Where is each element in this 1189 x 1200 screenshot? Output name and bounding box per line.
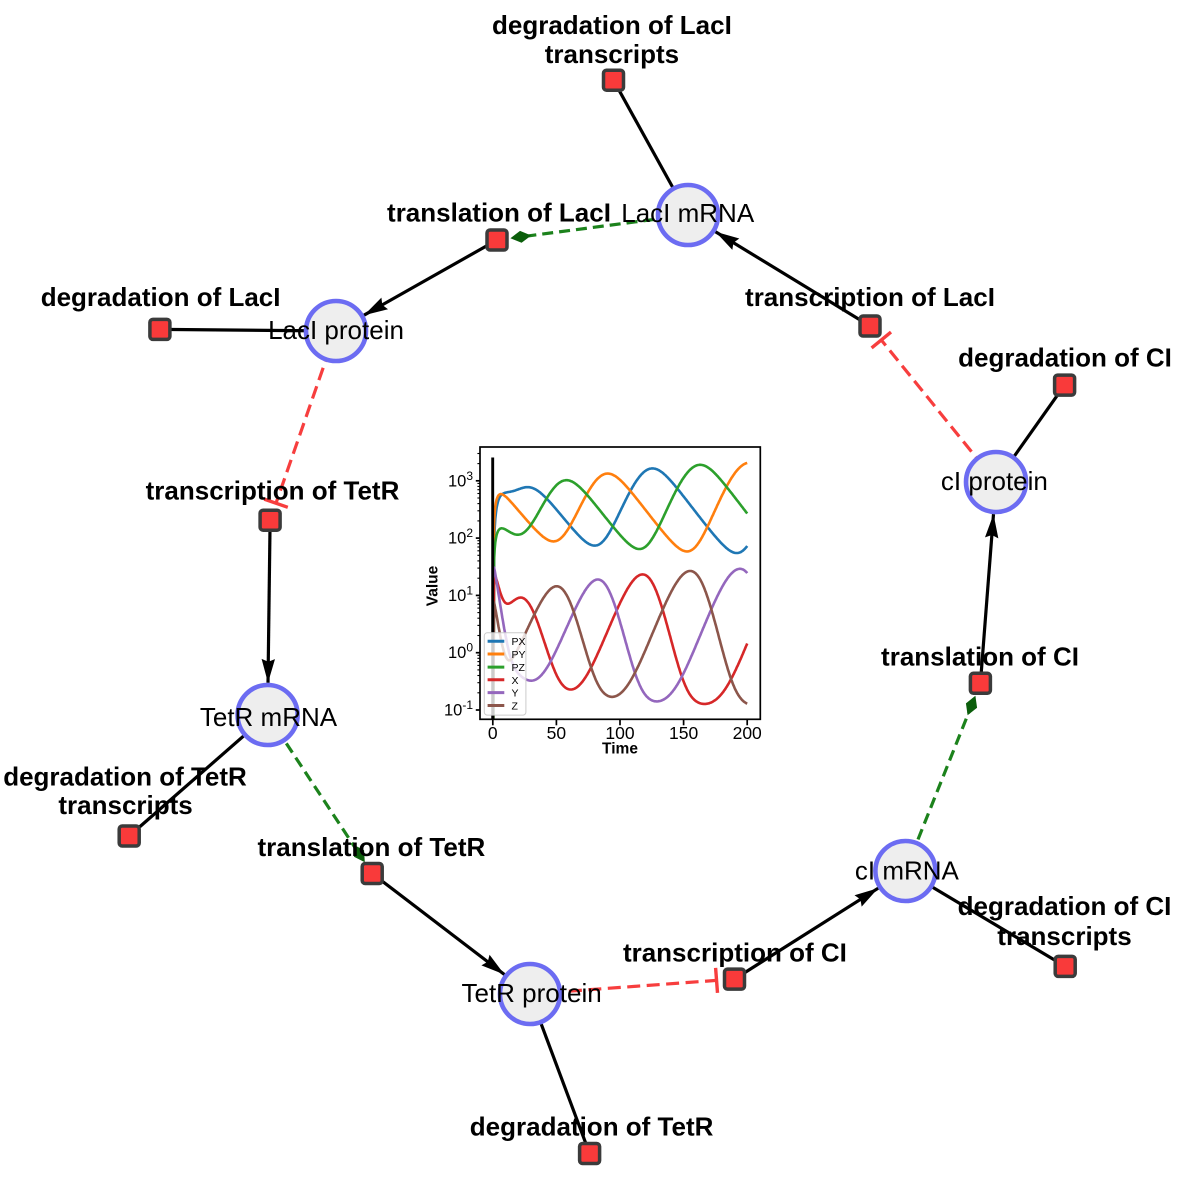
svg-text:translation of LacI: translation of LacI [387, 197, 611, 227]
svg-text:PY: PY [512, 649, 526, 661]
svg-text:TetR mRNA: TetR mRNA [200, 702, 338, 732]
svg-text:Z: Z [512, 701, 519, 713]
svg-text:150: 150 [669, 723, 698, 743]
svg-text:0: 0 [488, 723, 498, 743]
svg-text:degradation of TetR: degradation of TetR [470, 1111, 714, 1141]
svg-text:Value: Value [425, 565, 442, 606]
svg-text:transcription of LacI: transcription of LacI [745, 282, 995, 312]
svg-text:transcripts: transcripts [545, 39, 679, 69]
svg-text:transcripts: transcripts [997, 921, 1131, 951]
svg-text:LacI protein: LacI protein [268, 315, 404, 345]
svg-text:transcription of CI: transcription of CI [623, 937, 847, 967]
svg-text:degradation of CI: degradation of CI [958, 891, 1172, 921]
svg-text:50: 50 [547, 723, 567, 743]
svg-text:degradation of LacI: degradation of LacI [492, 10, 732, 40]
svg-text:cI mRNA: cI mRNA [855, 855, 960, 885]
svg-text:TetR protein: TetR protein [462, 978, 602, 1008]
svg-text:200: 200 [733, 723, 762, 743]
svg-text:transcripts: transcripts [58, 790, 192, 820]
svg-text:Time: Time [602, 741, 638, 758]
svg-text:degradation of CI: degradation of CI [958, 343, 1172, 373]
svg-text:LacI mRNA: LacI mRNA [621, 198, 755, 228]
svg-text:PZ: PZ [512, 662, 526, 674]
svg-text:cI protein: cI protein [941, 466, 1048, 496]
svg-text:degradation of TetR: degradation of TetR [3, 762, 247, 792]
svg-text:PX: PX [512, 636, 526, 648]
svg-text:degradation of LacI: degradation of LacI [41, 282, 281, 312]
svg-text:X: X [512, 675, 519, 687]
svg-text:Y: Y [512, 688, 519, 700]
svg-text:translation of CI: translation of CI [881, 642, 1079, 672]
svg-text:100: 100 [605, 723, 634, 743]
svg-text:translation of TetR: translation of TetR [258, 832, 486, 862]
svg-text:transcription of TetR: transcription of TetR [146, 476, 400, 506]
